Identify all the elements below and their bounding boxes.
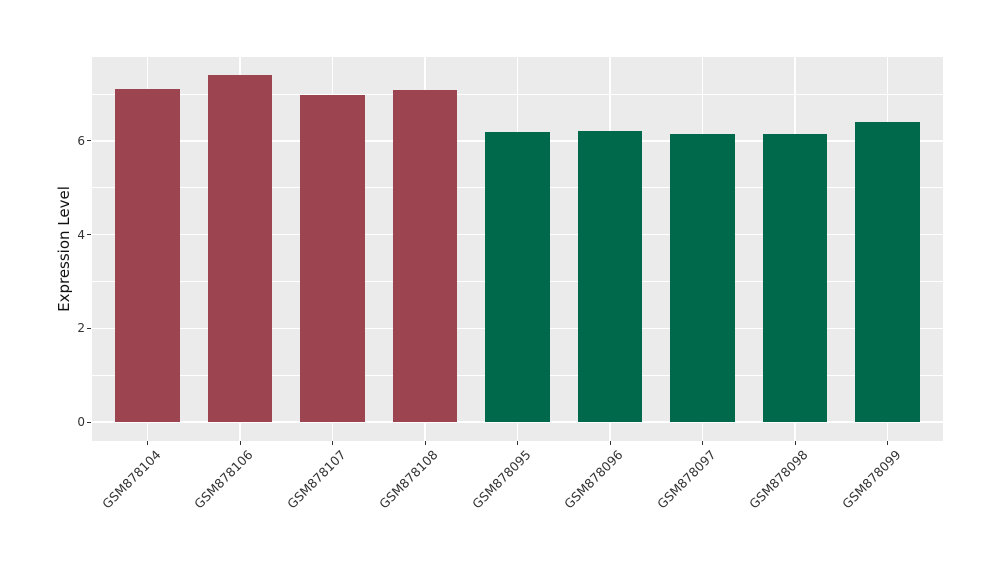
x-tick-mark bbox=[147, 441, 148, 445]
y-tick-label: 2 bbox=[77, 321, 85, 336]
x-tick-label: GSM878107 bbox=[283, 447, 349, 512]
x-tick-label: GSM878099 bbox=[838, 447, 904, 512]
y-tick-mark bbox=[87, 234, 91, 236]
y-tick-label: 0 bbox=[77, 415, 85, 430]
bar-GSM878106 bbox=[207, 75, 273, 423]
y-tick-mark bbox=[87, 421, 91, 423]
x-tick-mark bbox=[609, 441, 611, 445]
x-tick-mark bbox=[702, 441, 703, 445]
bar-GSM878099 bbox=[855, 121, 920, 423]
y-tick-mark bbox=[87, 140, 91, 142]
bar-GSM878104 bbox=[115, 88, 180, 423]
bar-GSM878108 bbox=[392, 89, 458, 423]
bar-GSM878107 bbox=[300, 94, 365, 423]
y-tick-label: 4 bbox=[77, 227, 85, 242]
y-tick-mark bbox=[87, 327, 91, 329]
x-tick-label: GSM878098 bbox=[746, 447, 811, 512]
y-tick-label: 6 bbox=[77, 133, 85, 148]
x-tick-mark bbox=[332, 441, 333, 445]
x-tick-mark bbox=[887, 441, 888, 445]
x-tick-label: GSM878097 bbox=[653, 447, 719, 512]
x-tick-label: GSM878095 bbox=[468, 447, 534, 512]
x-tick-mark bbox=[517, 441, 518, 445]
x-tick-label: GSM878096 bbox=[561, 447, 626, 512]
x-tick-label: GSM878104 bbox=[98, 447, 164, 512]
bar-GSM878098 bbox=[762, 133, 828, 423]
x-tick-mark bbox=[424, 441, 426, 445]
x-tick-mark bbox=[239, 441, 241, 445]
bar-GSM878096 bbox=[577, 131, 643, 423]
bar-GSM878097 bbox=[670, 133, 735, 423]
y-axis-title: Expression Level bbox=[55, 186, 73, 312]
bar-GSM878095 bbox=[485, 132, 550, 423]
plot-area bbox=[92, 57, 943, 441]
x-tick-label: GSM878106 bbox=[191, 447, 256, 512]
x-tick-label: GSM878108 bbox=[376, 447, 441, 512]
x-tick-mark bbox=[794, 441, 796, 445]
